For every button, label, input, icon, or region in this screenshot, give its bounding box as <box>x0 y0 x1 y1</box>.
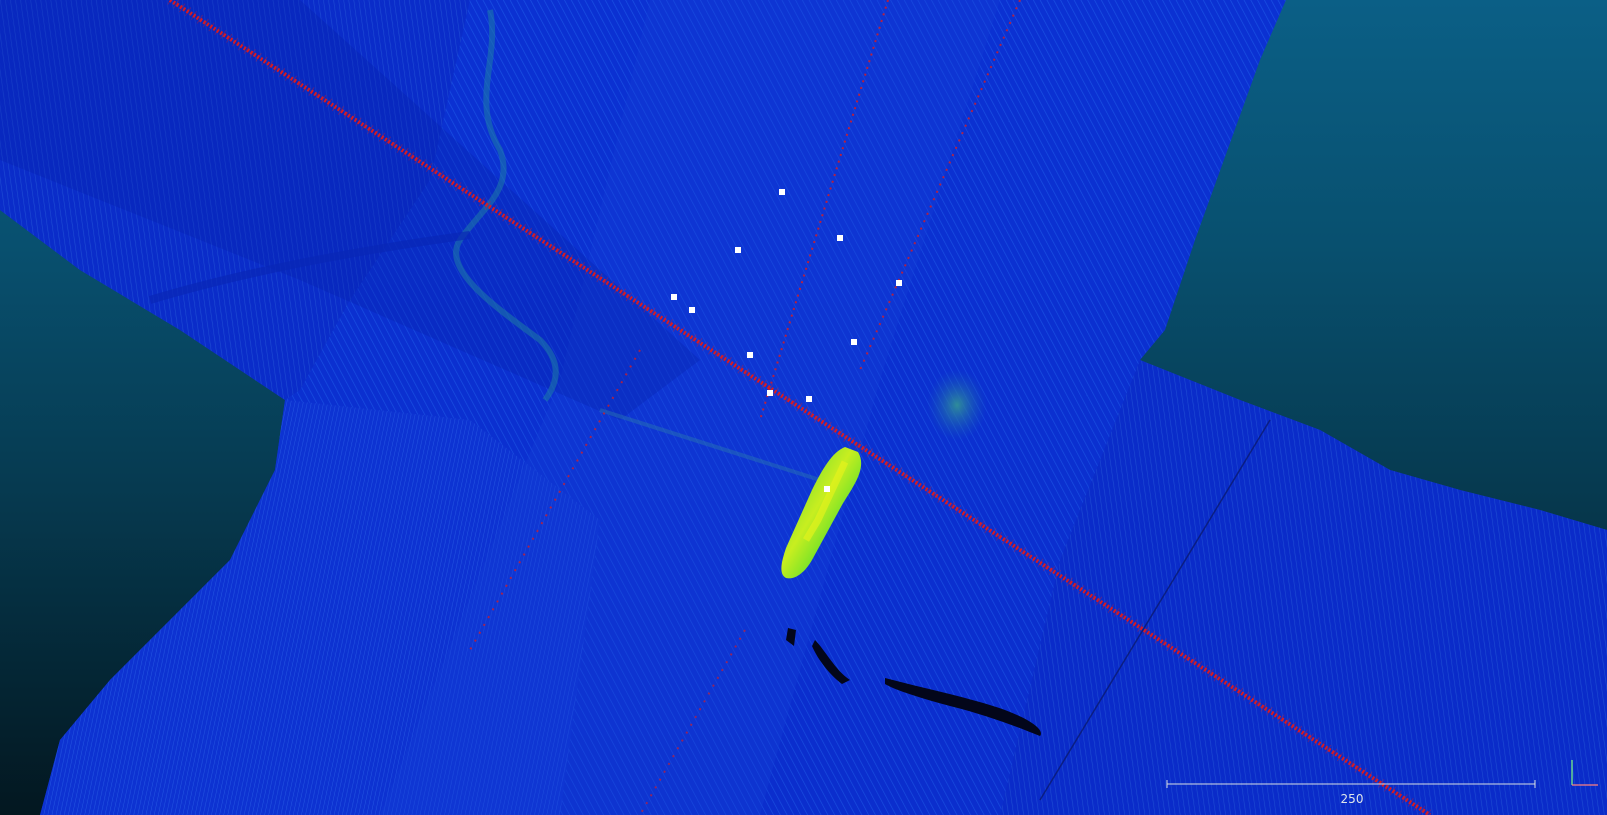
swath-right <box>1000 360 1607 815</box>
square-marker-icon[interactable] <box>747 352 753 358</box>
swath-bottom-left <box>40 400 600 815</box>
wreck-deck-highlight <box>802 460 849 542</box>
debris-shadow-3 <box>786 628 796 646</box>
swath-left <box>0 0 470 400</box>
scale-bar-label: 250 <box>1340 792 1364 806</box>
seam-line <box>1039 419 1271 801</box>
highlighted-wreck[interactable] <box>781 447 862 579</box>
position-markers[interactable] <box>671 189 902 492</box>
swath-upper-strip <box>0 0 700 420</box>
square-marker-icon[interactable] <box>896 280 902 286</box>
axis-trihedron-icon <box>1571 760 1598 786</box>
seafloor-features <box>148 9 1271 801</box>
square-marker-icon[interactable] <box>851 339 857 345</box>
survey-tracklines <box>167 0 1433 815</box>
scale-bar <box>1166 780 1536 788</box>
square-marker-icon[interactable] <box>779 189 785 195</box>
diagonal-scar <box>599 408 821 482</box>
square-marker-icon[interactable] <box>671 294 677 300</box>
swath-center-strip <box>380 0 1000 815</box>
trackline-south-a <box>469 349 641 651</box>
curved-ridge <box>148 231 471 304</box>
debris-shadow-2 <box>885 678 1041 736</box>
trackline-north-a <box>759 0 889 421</box>
debris-shadows <box>786 628 1041 736</box>
trackline-north-b <box>859 0 1021 371</box>
square-marker-icon[interactable] <box>735 247 741 253</box>
square-marker-icon[interactable] <box>767 390 773 396</box>
square-marker-icon[interactable] <box>806 396 812 402</box>
square-marker-icon[interactable] <box>837 235 843 241</box>
debris-shadow-1 <box>812 640 850 684</box>
square-marker-icon[interactable] <box>689 307 695 313</box>
seafloor-mound <box>927 369 987 441</box>
square-marker-icon[interactable] <box>824 486 830 492</box>
